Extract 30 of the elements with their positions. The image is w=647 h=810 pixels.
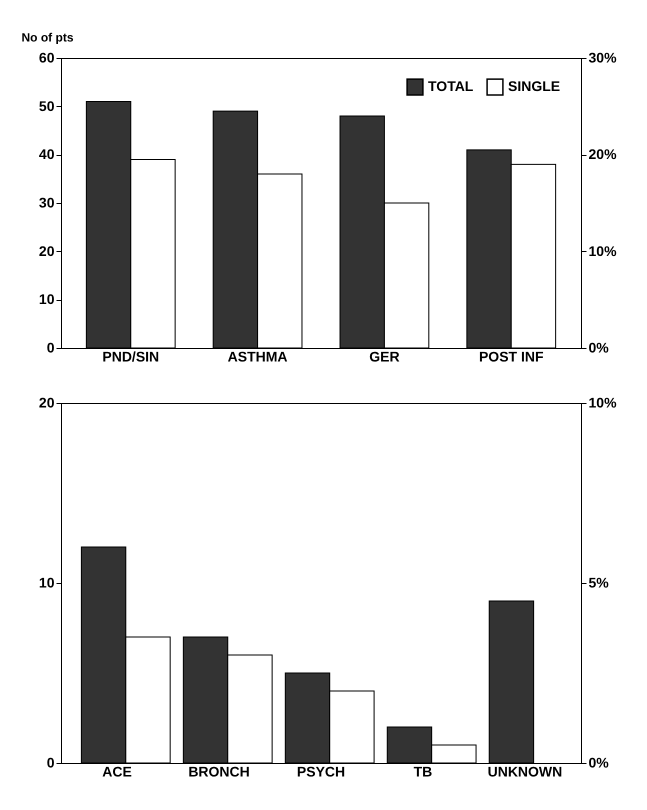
y2-tick-label: 20%: [588, 146, 618, 162]
y2-tick-label: 5%: [588, 574, 610, 590]
y2-tick-label: 0%: [588, 754, 610, 770]
bar: [488, 600, 534, 764]
y-tick-label: 10: [38, 291, 55, 308]
y-tick-label: 40: [38, 146, 55, 162]
y2-tick-label: 0%: [588, 340, 610, 356]
y-tick-label: 20: [38, 242, 55, 259]
y2-tick-label: 10%: [588, 394, 618, 410]
legend-label: SINGLE: [508, 78, 560, 94]
x-tick-label: PSYCH: [296, 764, 346, 780]
y-tick-label: 0: [46, 754, 55, 770]
y-tick-label: 0: [46, 340, 55, 356]
x-tick-label: PND/SIN: [102, 348, 160, 364]
x-tick-label: TB: [414, 764, 432, 780]
y-tick-label: 50: [38, 98, 55, 114]
y-axis-title: No of pts: [22, 30, 74, 44]
x-tick-label: BRONCH: [188, 764, 250, 780]
y-tick-label: 20: [38, 394, 55, 410]
x-tick-label: GER: [369, 348, 400, 364]
x-tick-label: ACE: [102, 764, 132, 780]
legend-label: TOTAL: [428, 78, 474, 94]
y-tick-label: 60: [38, 50, 55, 66]
y2-tick-label: 30%: [588, 50, 618, 66]
x-tick-label: POST INF: [478, 348, 544, 364]
y2-tick-label: 10%: [588, 242, 618, 259]
x-tick-label: ASTHMA: [228, 348, 288, 364]
y-tick-label: 30: [38, 194, 55, 210]
x-tick-label: UNKNOWN: [488, 764, 562, 780]
y-tick-label: 10: [38, 574, 55, 590]
